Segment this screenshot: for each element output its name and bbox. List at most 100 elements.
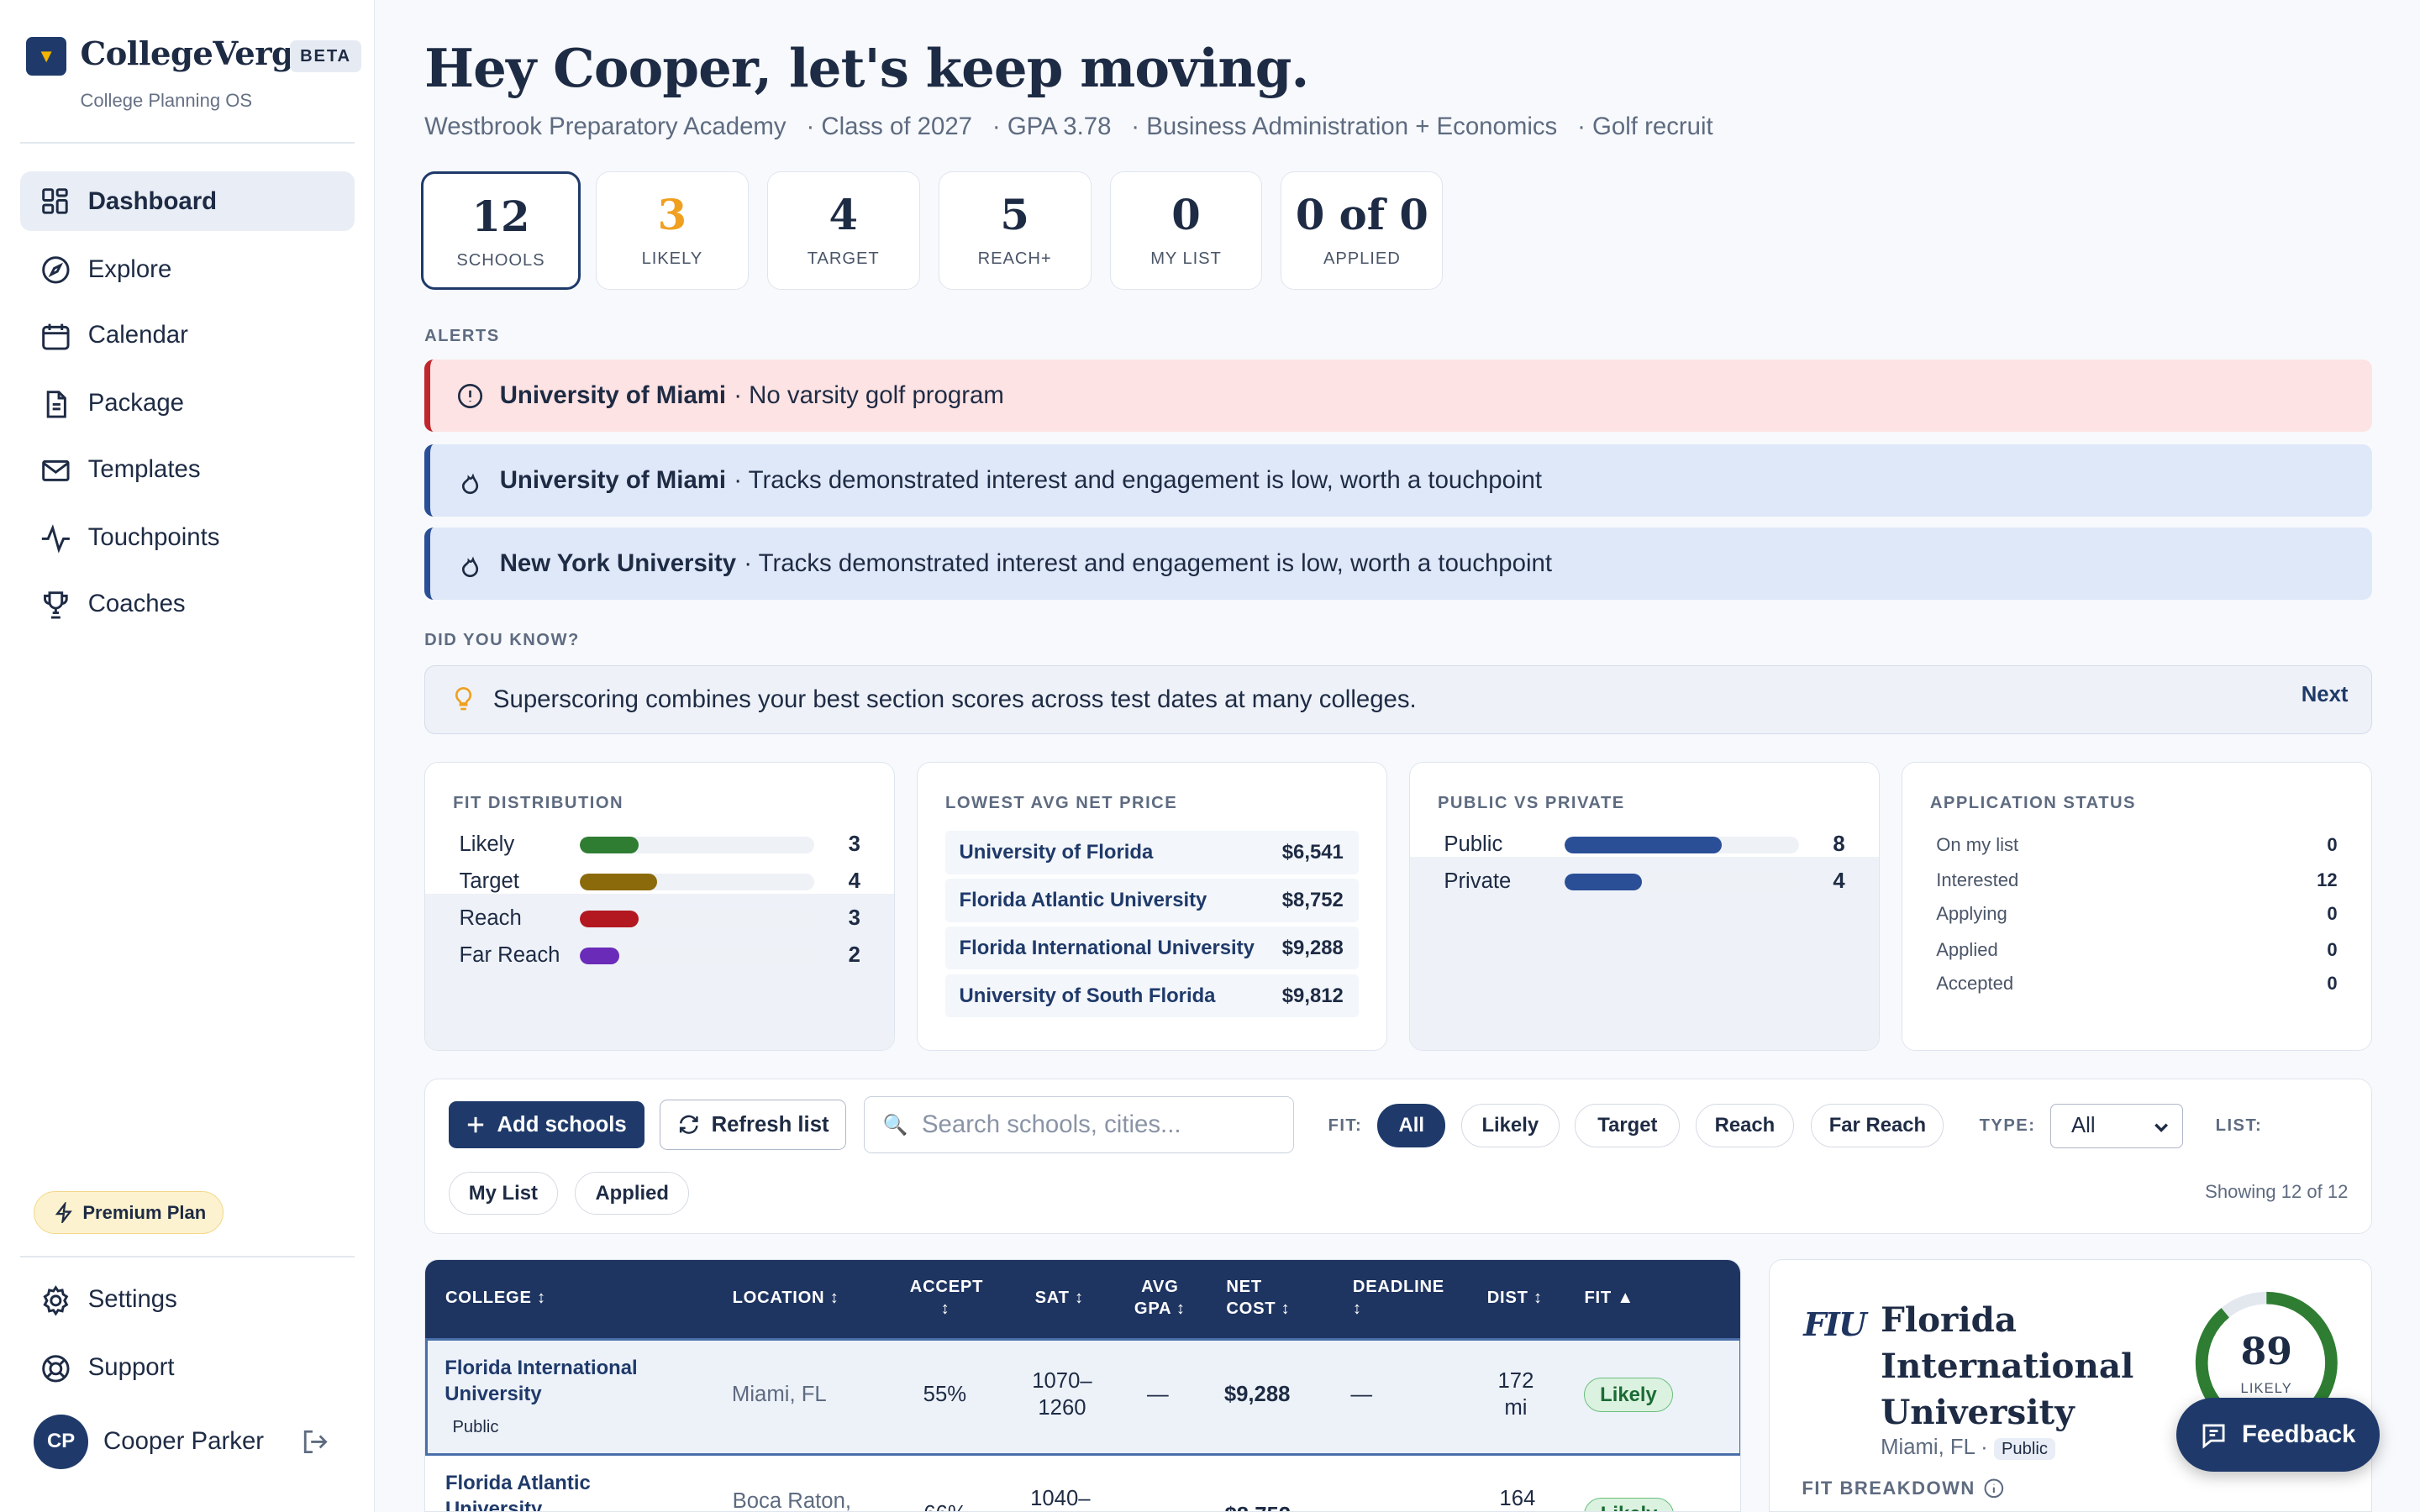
add-schools-label: Add schools — [497, 1112, 627, 1137]
info-icon[interactable] — [1983, 1478, 2005, 1499]
alert-item[interactable]: University of Miami · Tracks demonstrate… — [424, 444, 2372, 517]
fit-filter-all[interactable]: All — [1377, 1104, 1446, 1147]
chevron-down-icon — [2154, 1123, 2169, 1132]
stat-applied[interactable]: 0 of 0 APPLIED — [1281, 171, 1444, 291]
list-filter-applied[interactable]: Applied — [575, 1172, 690, 1215]
fit-bar — [579, 947, 814, 964]
nav-package[interactable]: Package — [20, 373, 355, 433]
status-value: 12 — [2317, 869, 2338, 891]
nav-templates[interactable]: Templates — [20, 439, 355, 500]
nav-explore[interactable]: Explore — [20, 239, 355, 300]
fit-filter-target[interactable]: Target — [1575, 1104, 1681, 1147]
fit-filter-likely[interactable]: Likely — [1460, 1104, 1560, 1147]
stat-schools[interactable]: 12 SCHOOLS — [421, 171, 581, 291]
fit-breakdown-heading: FIT BREAKDOWN — [1802, 1478, 2004, 1499]
column-header-fit[interactable]: FIT ▲ — [1584, 1288, 1634, 1307]
did-you-know-tip: Superscoring combines your best section … — [424, 664, 2372, 735]
fit-filter-reach[interactable]: Reach — [1695, 1104, 1795, 1147]
table-row[interactable]: Florida International University Public M… — [425, 1338, 1740, 1456]
college-name[interactable]: Florida International University — [445, 1355, 637, 1407]
distance-line: mi — [1504, 1395, 1528, 1420]
header-line: ACCEPT — [909, 1277, 984, 1296]
brand-name: CollegeVerge — [80, 35, 314, 74]
column-header-net-cost[interactable]: NET COST ↕ — [1226, 1277, 1290, 1320]
flame-icon — [462, 556, 479, 577]
status-row: Accepted 0 — [1936, 973, 2337, 995]
header-line: NET — [1226, 1277, 1262, 1296]
college-name[interactable]: Florida Atlantic University — [445, 1470, 591, 1511]
refresh-list-button[interactable]: Refresh list — [660, 1099, 847, 1151]
header-line: ↕ — [1352, 1299, 1362, 1318]
feedback-label: Feedback — [2241, 1420, 2356, 1449]
fit-label: Far Reach — [459, 943, 560, 968]
column-header-location[interactable]: LOCATION ↕ — [732, 1288, 839, 1307]
feedback-button[interactable]: Feedback — [2175, 1398, 2381, 1473]
divider — [19, 141, 355, 144]
avatar[interactable]: CP — [34, 1415, 88, 1469]
next-tip-button[interactable]: Next — [2301, 682, 2349, 706]
status-row: On my list 0 — [1936, 834, 2337, 856]
net-price-row[interactable]: Florida International University $9,288 — [945, 927, 1360, 970]
sidebar: ▼ CollegeVerge BETA College Planning OS … — [0, 0, 376, 1512]
status-label: Applying — [1936, 903, 2007, 925]
results-count: Showing 12 of 12 — [2205, 1181, 2349, 1203]
fit-label: Likely — [459, 832, 515, 857]
fiu-logo: FIU — [1803, 1305, 1866, 1344]
alert-item[interactable]: University of Miami · No varsity golf pr… — [424, 359, 2372, 433]
mail-icon — [41, 459, 70, 481]
type-select[interactable]: All — [2050, 1104, 2184, 1149]
premium-plan-badge[interactable]: Premium Plan — [34, 1190, 224, 1235]
type-label: Public — [1444, 832, 1503, 857]
stat-my-list[interactable]: 0 MY LIST — [1109, 171, 1263, 291]
fit-bar — [579, 836, 814, 853]
column-header-accept[interactable]: ACCEPT ↕ — [909, 1277, 984, 1320]
stat-target[interactable]: 4 TARGET — [766, 171, 920, 291]
fit-value: 2 — [848, 943, 860, 968]
stat-reach[interactable]: 5 REACH+ — [938, 171, 1092, 291]
nav-dashboard[interactable]: Dashboard — [19, 171, 355, 232]
distance-line: 172 — [1497, 1369, 1534, 1394]
alert-item[interactable]: New York University · Tracks demonstrate… — [424, 528, 2372, 601]
stat-likely[interactable]: 3 LIKELY — [595, 171, 749, 291]
search-input[interactable]: 🔍 Search schools, cities... — [863, 1096, 1295, 1153]
nav-coaches[interactable]: Coaches — [20, 574, 355, 634]
status-value: 0 — [2327, 973, 2338, 995]
fit-filter-far-reach[interactable]: Far Reach — [1811, 1104, 1944, 1147]
status-label: On my list — [1936, 833, 2019, 855]
nav-settings[interactable]: Settings — [20, 1270, 355, 1331]
compass-icon — [41, 256, 70, 284]
school-location: Miami, FL · Public — [1881, 1436, 2056, 1460]
header-line: GPA ↕ — [1134, 1299, 1186, 1318]
card-title: PUBLIC VS PRIVATE — [1437, 794, 1625, 813]
logout-icon[interactable] — [301, 1427, 330, 1457]
nav-support[interactable]: Support — [20, 1337, 355, 1398]
list-filter-my-list[interactable]: My List — [448, 1172, 559, 1215]
net-price-row[interactable]: Florida Atlantic University $8,752 — [945, 879, 1360, 922]
nav-touchpoints[interactable]: Touchpoints — [20, 507, 355, 568]
stat-value: 0 — [1171, 189, 1201, 239]
fit-bar-fill — [579, 873, 657, 890]
stat-value: 0 of 0 — [1295, 189, 1428, 239]
filter-panel: Add schools Refresh list 🔍 Search school… — [424, 1078, 2372, 1235]
type-value: 8 — [1833, 832, 1845, 857]
type-bar-fill — [1564, 873, 1642, 890]
column-header-gpa[interactable]: AVG GPA ↕ — [1132, 1277, 1187, 1320]
fit-bar-fill — [579, 947, 620, 964]
table-row[interactable]: Florida Atlantic University Boca Raton, 6… — [425, 1456, 1740, 1511]
fit-value: 3 — [848, 832, 860, 857]
type-row: Public 8 — [1444, 827, 1844, 864]
column-header-college[interactable]: COLLEGE ↕ — [445, 1288, 546, 1307]
nav-calendar[interactable]: Calendar — [20, 306, 355, 366]
nav-label: Calendar — [87, 321, 188, 349]
column-header-deadline[interactable]: DEADLINE ↕ — [1353, 1277, 1444, 1320]
column-header-sat[interactable]: SAT ↕ — [1034, 1288, 1084, 1307]
application-status-card: APPLICATION STATUS On my list 0 Intereste… — [1901, 762, 2372, 1051]
fit-bar-fill — [579, 910, 639, 927]
status-label: Applied — [1936, 938, 1998, 960]
column-header-dist[interactable]: DIST ↕ — [1486, 1288, 1543, 1307]
header-line: DEADLINE — [1352, 1277, 1444, 1296]
net-price-row[interactable]: University of South Florida $9,812 — [945, 974, 1360, 1018]
net-price-row[interactable]: University of Florida $6,541 — [945, 831, 1360, 874]
location-text: Miami, FL · — [1881, 1436, 1988, 1460]
add-schools-button[interactable]: Add schools — [448, 1100, 644, 1149]
